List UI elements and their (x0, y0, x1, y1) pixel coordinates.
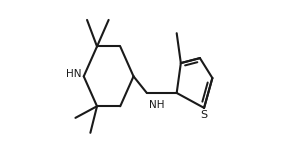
Text: S: S (200, 110, 207, 120)
Text: NH: NH (149, 100, 164, 110)
Text: HN: HN (66, 69, 81, 79)
